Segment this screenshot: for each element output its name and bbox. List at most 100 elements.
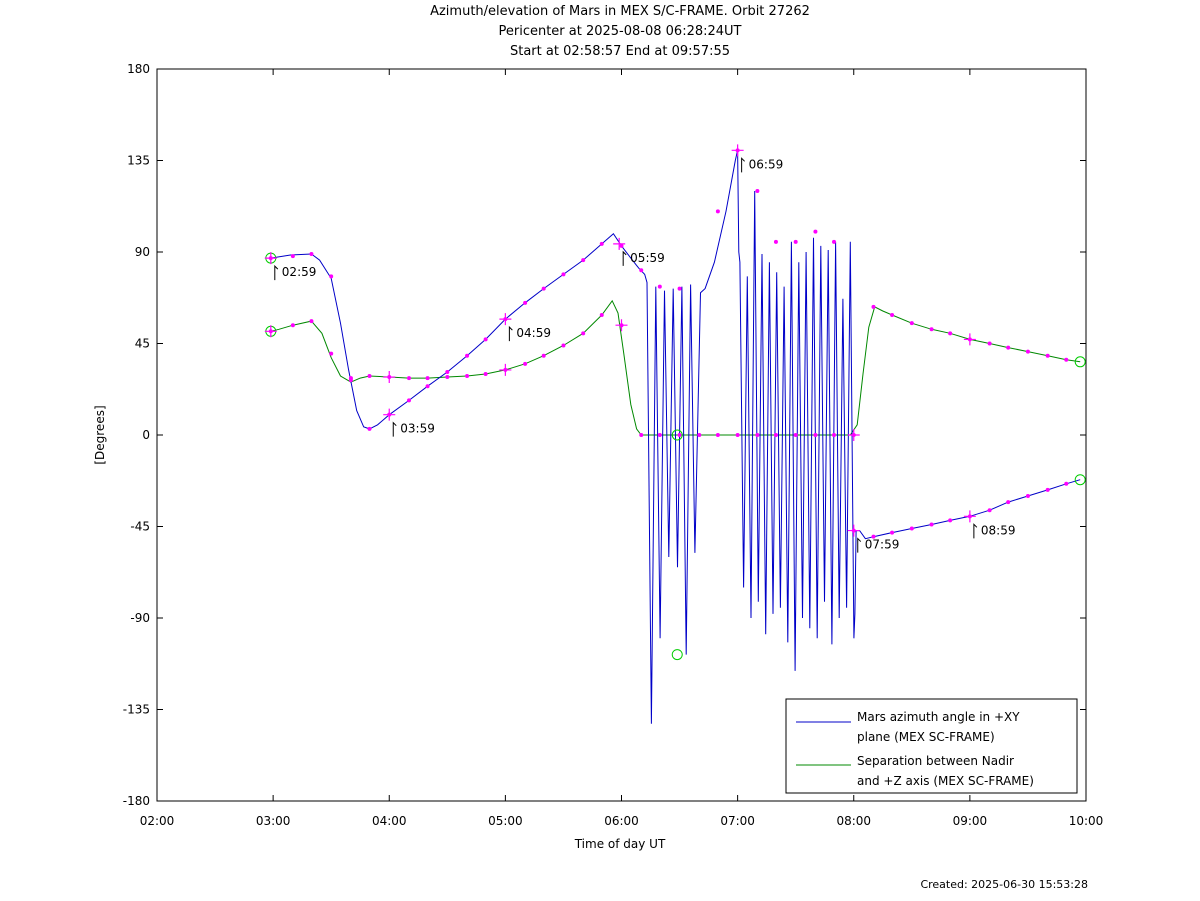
data-point: [367, 426, 372, 431]
data-point: [773, 239, 778, 244]
hour-annotation: 02:59: [282, 265, 317, 279]
data-point: [1025, 349, 1030, 354]
axis-ticks: 02:00 03:00 04:00 05:00 06:00 07:00 08:00 09:00…: [123, 62, 1104, 828]
data-point: [832, 239, 837, 244]
hour-cross: [963, 510, 976, 523]
data-point: [406, 398, 411, 403]
data-point: [619, 243, 624, 248]
plot-area: [156, 68, 1087, 802]
data-point: [445, 369, 450, 374]
hour-cross: [963, 333, 976, 346]
hour-annotation: 05:59: [630, 251, 665, 265]
data-point: [541, 286, 546, 291]
hour-annotation: 04:59: [516, 326, 551, 340]
data-point: [793, 239, 798, 244]
x-tick-label: 04:00: [372, 814, 407, 828]
data-point: [987, 508, 992, 513]
data-point: [348, 378, 353, 383]
x-tick-label: 08:00: [836, 814, 871, 828]
separation-series: [270, 299, 1081, 436]
y-tick-label: 45: [135, 337, 150, 351]
y-tick-label: -90: [130, 611, 150, 625]
x-tick-label: 05:00: [488, 814, 523, 828]
hour-cross: [847, 429, 860, 441]
legend-box: [785, 698, 1078, 794]
data-point: [290, 323, 295, 328]
data-point: [1045, 353, 1050, 358]
markers-overlay: 02:59 03:59 04:59 05:59 06:59 07:59 08:59: [264, 144, 1086, 661]
data-point: [948, 518, 953, 523]
data-point: [561, 343, 566, 348]
chart-title: Azimuth/elevation of Mars in MEX S/C-FRA…: [430, 4, 810, 19]
y-tick-label: 0: [142, 428, 150, 442]
data-point: [465, 353, 470, 358]
data-point: [367, 374, 372, 379]
annotation-arrow: [741, 157, 745, 173]
annotation-arrow: [857, 537, 862, 553]
data-point: [1025, 494, 1030, 498]
data-point: [541, 353, 546, 358]
x-tick-label: 07:00: [720, 814, 755, 828]
hour-annotation: 07:59: [865, 538, 900, 552]
x-tick-label: 02:00: [140, 814, 175, 828]
data-point: [773, 433, 778, 437]
data-point: [1006, 345, 1011, 350]
data-point: [599, 241, 604, 246]
data-point: [1064, 357, 1069, 362]
data-point: [406, 376, 411, 381]
data-point: [755, 189, 760, 193]
annotation-arrow: [392, 421, 397, 437]
endpoint-circle: [1074, 474, 1086, 486]
data-point: [677, 433, 682, 437]
data-point: [735, 433, 740, 437]
x-tick-label: 03:00: [256, 814, 291, 828]
data-point: [639, 433, 644, 437]
hour-annotation: 08:59: [981, 523, 1016, 537]
hour-cross: [613, 237, 626, 250]
data-point: [309, 252, 314, 257]
data-point: [1045, 487, 1050, 492]
data-point: [1006, 500, 1011, 505]
data-point: [909, 321, 914, 326]
legend-label-separation-2: and +Z axis (MEX SC-FRAME): [857, 774, 1034, 788]
data-point: [523, 361, 528, 366]
data-point: [639, 268, 644, 273]
data-point: [813, 433, 818, 437]
data-point: [309, 319, 314, 324]
legend-label-azimuth-1: Mars azimuth angle in +XY: [857, 710, 1020, 724]
hour-annotation: 06:59: [749, 157, 784, 171]
chart-subtitle-pericenter: Pericenter at 2025-08-08 06:28:24UT: [498, 24, 742, 39]
endpoint-circle: [1074, 356, 1086, 368]
data-point: [871, 304, 876, 309]
data-point: [909, 526, 914, 531]
data-point: [465, 374, 470, 379]
y-tick-label: -135: [123, 703, 150, 717]
hour-cross: [383, 408, 396, 421]
data-point: [483, 372, 488, 376]
azimuth-line: [270, 150, 1081, 724]
data-point: [755, 433, 760, 437]
hour-cross: [499, 363, 512, 376]
data-point: [1064, 481, 1069, 486]
data-point: [929, 327, 934, 332]
data-point: [523, 300, 528, 305]
azimuth-series: [270, 150, 1081, 724]
data-point: [871, 534, 876, 539]
data-point: [425, 384, 430, 389]
x-tick-label: 10:00: [1069, 814, 1104, 828]
endpoint-circle: [671, 429, 683, 441]
y-axis-label: [Degrees]: [93, 405, 107, 464]
legend: Mars azimuth angle in +XY plane (MEX SC-…: [785, 698, 1078, 794]
data-point: [329, 351, 334, 356]
y-tick-label: -180: [123, 794, 150, 808]
data-point: [677, 286, 682, 291]
data-point: [813, 229, 818, 234]
data-point: [581, 331, 586, 336]
created-timestamp: Created: 2025-06-30 15:53:28: [920, 878, 1088, 891]
data-point: [890, 530, 895, 535]
y-tick-label: 90: [135, 245, 150, 259]
y-tick-label: 180: [127, 62, 150, 76]
annotation-arrow: [508, 325, 513, 342]
legend-label-separation-1: Separation between Nadir: [857, 754, 1014, 768]
data-point: [715, 209, 720, 214]
